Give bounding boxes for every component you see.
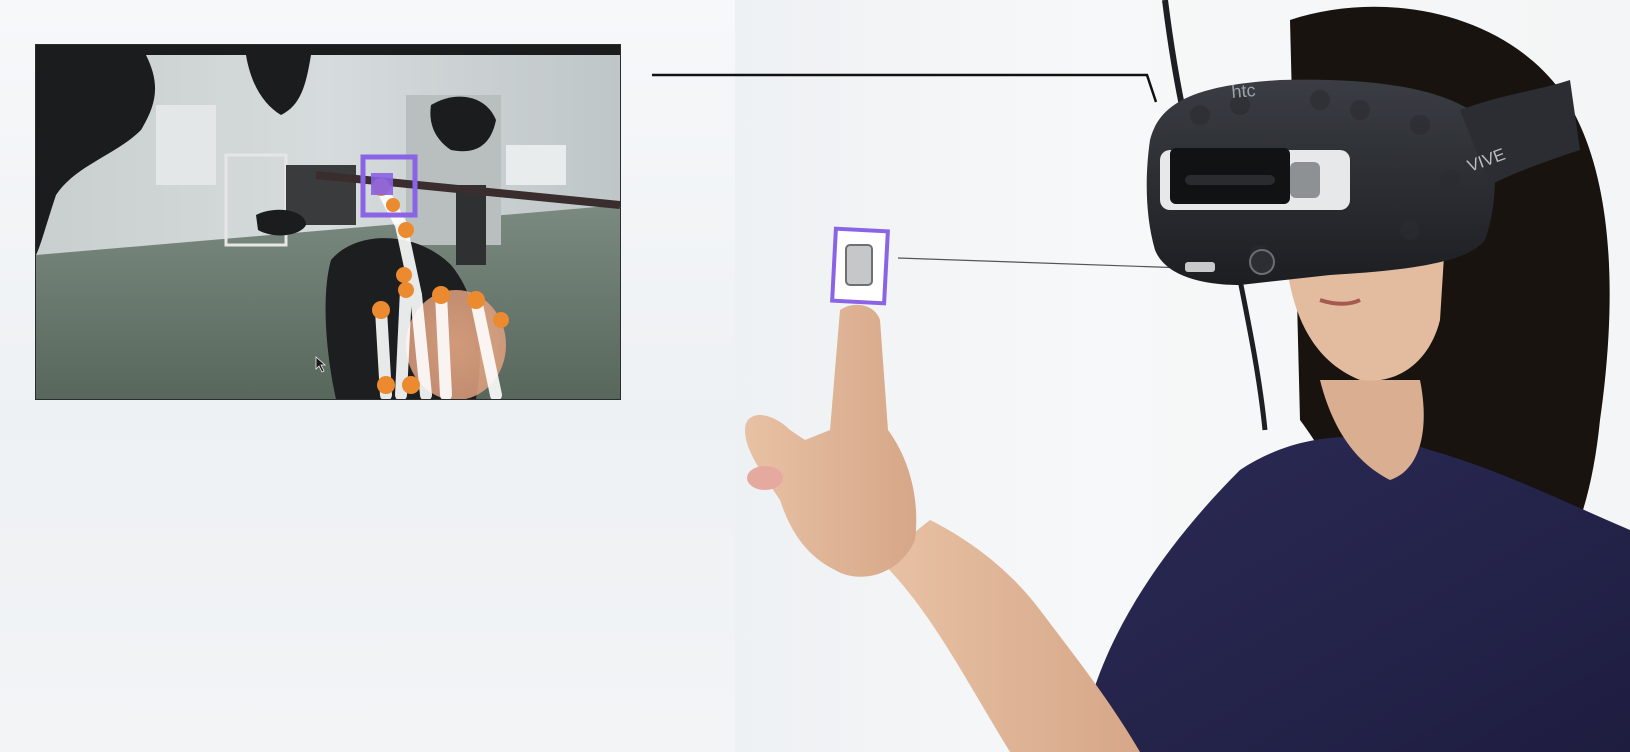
headset-button [1249, 249, 1275, 275]
neck [1320, 380, 1424, 480]
passthrough-camera-view [36, 45, 620, 399]
ring-device [845, 244, 873, 286]
sink [506, 145, 566, 185]
head-strap [1460, 80, 1580, 185]
forearm [880, 520, 1140, 752]
callout-line-headset [652, 73, 1158, 103]
htc-logo: htc [1231, 80, 1257, 102]
thumbnail [747, 466, 783, 490]
hand [745, 304, 917, 577]
lips [1319, 298, 1361, 306]
tracking-box-outer [360, 154, 418, 218]
door [156, 105, 216, 185]
camera-view-svg [36, 45, 620, 399]
finger-bones [375, 181, 502, 399]
cursor-arrow-icon [315, 356, 327, 373]
tracking-box-inner [371, 173, 393, 195]
headset-port [1185, 262, 1215, 272]
pole [315, 171, 620, 209]
occlusion-top [246, 55, 311, 115]
occlusion-shelf [430, 96, 496, 152]
shirt [1080, 436, 1630, 752]
occlusion-left [36, 55, 156, 255]
callout-line-ring [897, 257, 1186, 269]
bin [456, 185, 486, 265]
